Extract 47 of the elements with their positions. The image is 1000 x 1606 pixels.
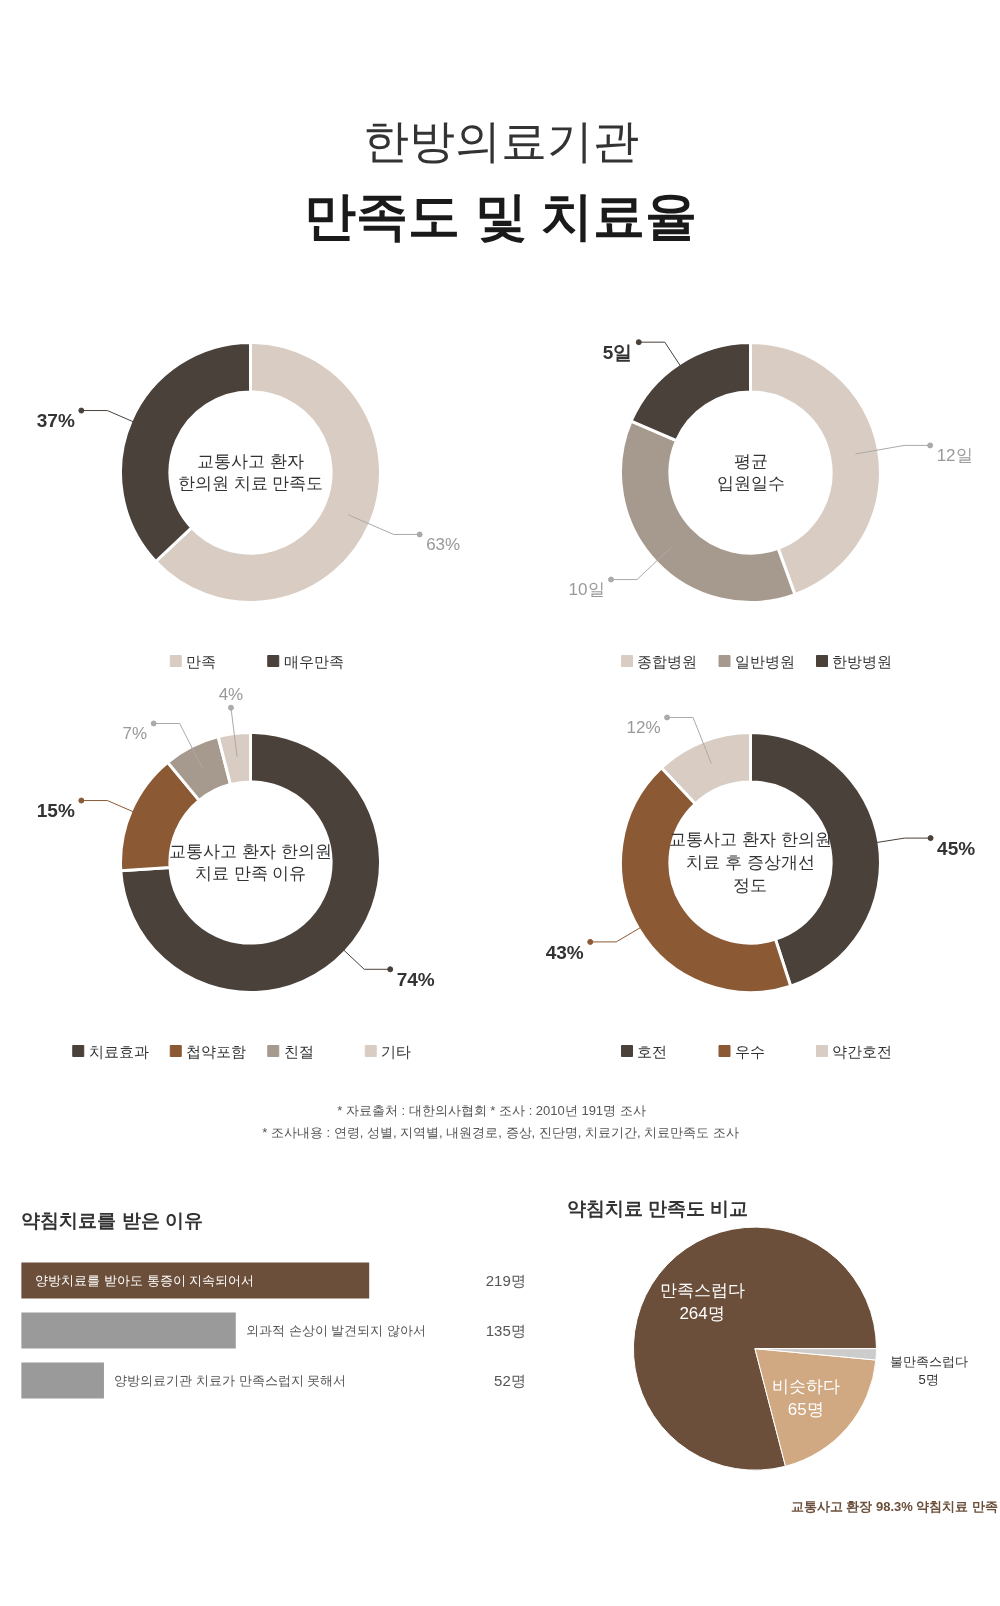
data-label: 45%: [937, 838, 976, 859]
legend-label: 우수: [734, 1042, 765, 1060]
data-label: 74%: [396, 969, 435, 991]
text: * 자료출처 : 대한의사협회 * 조사 : 2010년 191명 조사: [337, 1103, 646, 1118]
legend-label: 한방병원: [832, 652, 893, 670]
legend-label: 만족: [186, 652, 217, 670]
text: 교통사고 환자 한의원 치료 만족도: [177, 451, 324, 494]
text: 한방의료기관: [362, 114, 639, 167]
legend-label: 매우만족: [283, 652, 344, 670]
data-label: 135명: [485, 1322, 526, 1339]
data-label: 52명: [494, 1372, 526, 1389]
legend-label: 호전: [637, 1042, 668, 1060]
y-tick-label: 외과적 손상이 발견되지 않아서: [246, 1323, 427, 1338]
legend-label: 첩약포함: [186, 1042, 247, 1060]
legend-label: 친절: [283, 1042, 314, 1060]
text: 만족도 및 치료율: [304, 186, 697, 245]
text: 교통사고 환자 한의원 치료 후 증상개선 정도: [669, 830, 832, 895]
data-label: 65명: [787, 1399, 824, 1419]
slice-label: 불만족스럽다: [889, 1354, 968, 1370]
data-label: 264명: [679, 1304, 725, 1324]
data-label: 5명: [918, 1372, 939, 1388]
y-tick-label: 양방치료를 받아도 통증이 지속되어서: [35, 1273, 255, 1288]
legend-label: 일반병원: [734, 652, 795, 670]
text: 교통사고 환장 98.3% 약침치료 만족: [790, 1499, 999, 1515]
data-label: 10일: [568, 580, 605, 600]
data-label: 63%: [426, 535, 461, 555]
chart-title: 약침치료 만족도 비교: [566, 1197, 749, 1219]
legend-label: 약간호전: [832, 1042, 893, 1060]
data-label: 4%: [218, 685, 244, 705]
data-label: 5일: [602, 342, 633, 364]
data-label: 37%: [36, 410, 75, 432]
data-label: 43%: [545, 941, 584, 963]
legend-label: 기타: [381, 1042, 412, 1060]
y-tick-label: 양방의료기관 치료가 만족스럽지 못해서: [114, 1373, 347, 1388]
text: 교통사고 환자 한의원 치료 만족 이유: [169, 841, 332, 884]
chart-title: 약침치료를 받은 이유: [21, 1210, 203, 1231]
data-label: 7%: [122, 724, 148, 744]
slice-label: 만족스럽다: [659, 1281, 745, 1301]
data-label: 12일: [936, 446, 973, 466]
text: * 조사내용 : 연령, 성별, 지역별, 내원경로, 증상, 진단명, 치료기간, 치료만족도 조사: [262, 1125, 739, 1140]
data-label: 219명: [485, 1272, 526, 1289]
data-label: 12%: [626, 718, 661, 738]
slice-label: 비슷하다: [771, 1376, 840, 1396]
data-label: 15%: [36, 800, 75, 822]
text: 평균 입원일수: [716, 451, 785, 494]
legend-label: 치료효과: [88, 1042, 149, 1060]
legend-label: 종합병원: [637, 652, 698, 670]
